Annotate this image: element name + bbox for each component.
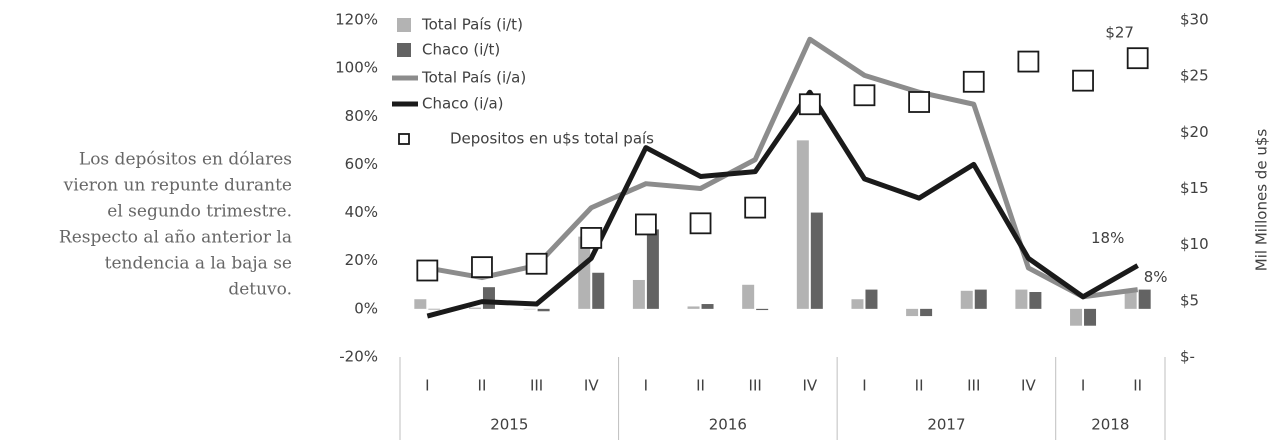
side-text: detuvo. (228, 280, 292, 300)
legend-label: Chaco (i/t) (422, 41, 500, 59)
bar (960, 290, 973, 309)
bar (1029, 292, 1042, 309)
bar (796, 140, 809, 309)
side-text: Los depósitos en dólares (79, 150, 292, 170)
bar (1070, 308, 1083, 326)
bar (851, 299, 864, 309)
x-tick-label: II (1133, 377, 1142, 395)
x-group-label: 2018 (1091, 416, 1129, 434)
y-tick-label: 60% (345, 155, 378, 173)
bar (1124, 289, 1137, 309)
bar (756, 308, 769, 311)
bar (646, 229, 659, 309)
data-label: 18% (1091, 229, 1124, 247)
marker (580, 227, 603, 249)
y-tick-label: 20% (345, 251, 378, 269)
x-tick-label: IV (584, 377, 599, 395)
bar (468, 307, 481, 309)
side-text: Respecto al año anterior la (59, 228, 292, 248)
legend-swatch (397, 43, 411, 57)
y2-axis-label: Mil Millones de u$s (1253, 129, 1271, 272)
bar (632, 279, 645, 309)
marker (1126, 47, 1149, 70)
marker (908, 91, 931, 113)
bar (523, 308, 536, 310)
y2-tick-label: $10 (1180, 235, 1209, 253)
marker (471, 256, 493, 279)
x-tick-label: III (749, 377, 762, 395)
y2-tick-label: $30 (1180, 11, 1209, 29)
bar (414, 299, 427, 309)
x-group-label: 2017 (927, 416, 965, 434)
bar (1138, 289, 1151, 309)
bar (906, 308, 919, 317)
y-tick-label: 40% (345, 203, 378, 221)
bar (920, 308, 933, 317)
x-tick-label: IV (1021, 377, 1036, 395)
x-tick-label: IV (802, 377, 817, 395)
bar (482, 287, 495, 309)
x-group-label: 2016 (709, 416, 747, 434)
side-text: tendencia a la baja se (105, 254, 292, 274)
y2-tick-label: $25 (1180, 67, 1209, 85)
marker (525, 252, 548, 275)
bar (1084, 308, 1097, 326)
bar (810, 212, 823, 309)
bar (687, 306, 700, 309)
side-text: vieron un repunte durante (63, 176, 292, 196)
x-tick-label: III (967, 377, 980, 395)
data-label: 8% (1144, 268, 1168, 286)
marker (634, 213, 657, 236)
x-tick-label: II (915, 377, 924, 395)
y2-tick-label: $20 (1180, 123, 1209, 141)
legend-label: Total País (i/a) (421, 69, 526, 87)
line (426, 89, 1139, 319)
marker (744, 196, 767, 219)
marker (689, 212, 712, 235)
legend-label: Total País (i/t) (421, 16, 523, 34)
marker (853, 84, 876, 107)
x-tick-label: II (478, 377, 487, 395)
bar (592, 272, 605, 309)
x-tick-label: I (644, 377, 648, 395)
y-tick-label: 120% (335, 11, 378, 29)
bar (701, 304, 714, 309)
data-label: $27 (1105, 24, 1134, 42)
bar (1015, 289, 1028, 309)
marker (1072, 69, 1094, 92)
side-text: el segundo trimestre. (107, 202, 292, 222)
marker (416, 259, 439, 282)
bar (742, 284, 755, 309)
y-tick-label: 80% (345, 107, 378, 125)
y-tick-label: 100% (335, 59, 378, 77)
bar (537, 308, 550, 312)
marker (1017, 50, 1040, 73)
marker (798, 93, 821, 116)
y2-tick-label: $15 (1180, 179, 1209, 197)
x-tick-label: I (1081, 377, 1085, 395)
x-tick-label: II (696, 377, 705, 395)
bar (974, 289, 987, 309)
y-tick-label: -20% (339, 348, 378, 366)
y-tick-label: 0% (354, 299, 378, 317)
y2-tick-label: $- (1180, 348, 1195, 366)
legend-swatch (398, 133, 410, 145)
bar (865, 289, 878, 309)
bar (428, 308, 441, 310)
legend-label: Depositos en u$s total país (450, 130, 654, 148)
x-tick-label: III (530, 377, 543, 395)
bar (578, 236, 591, 309)
x-group-label: 2015 (490, 416, 528, 434)
marker (962, 70, 985, 93)
legend-label: Chaco (i/a) (422, 95, 503, 113)
y2-tick-label: $5 (1180, 291, 1199, 309)
x-tick-label: I (862, 377, 866, 395)
legend-swatch (397, 18, 411, 32)
x-tick-label: I (425, 377, 429, 395)
